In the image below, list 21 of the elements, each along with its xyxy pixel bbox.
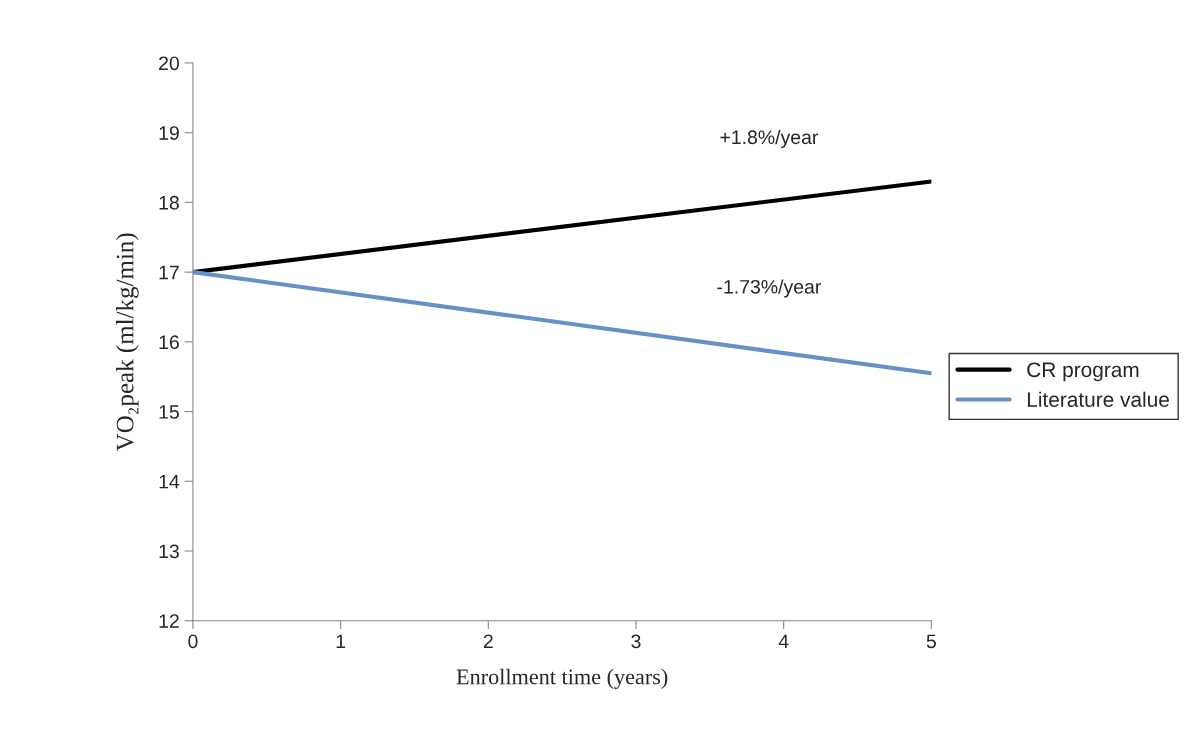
x-tick-label: 3	[631, 634, 641, 649]
y-tick-label: 17	[159, 265, 179, 280]
x-tick-label: 0	[188, 634, 198, 649]
x-tick-label: 4	[778, 634, 789, 649]
x-axis-title: Enrollment time (years)	[456, 668, 668, 689]
x-tick-label: 5	[926, 634, 936, 649]
y-tick-label: 16	[159, 335, 179, 350]
y-tick-label: 15	[159, 405, 179, 419]
annotation: +1.8%/year	[720, 129, 819, 148]
annotation: -1.73%/year	[717, 279, 822, 298]
legend-label: CR program	[1027, 362, 1139, 382]
legend-label: Literature value	[1027, 391, 1169, 407]
x-tick-label: 1	[336, 634, 346, 649]
y-tick-label: 14	[159, 474, 180, 489]
y-axis-title: VO₂peak (ml/kg/min)	[115, 233, 139, 452]
y-tick-label: 13	[159, 544, 179, 559]
y-tick-label: 12	[159, 614, 179, 628]
y-tick-label: 19	[159, 126, 179, 140]
x-tick-label: 2	[483, 634, 493, 649]
y-tick-label: 18	[159, 195, 179, 210]
y-tick-label: 20	[159, 56, 179, 71]
